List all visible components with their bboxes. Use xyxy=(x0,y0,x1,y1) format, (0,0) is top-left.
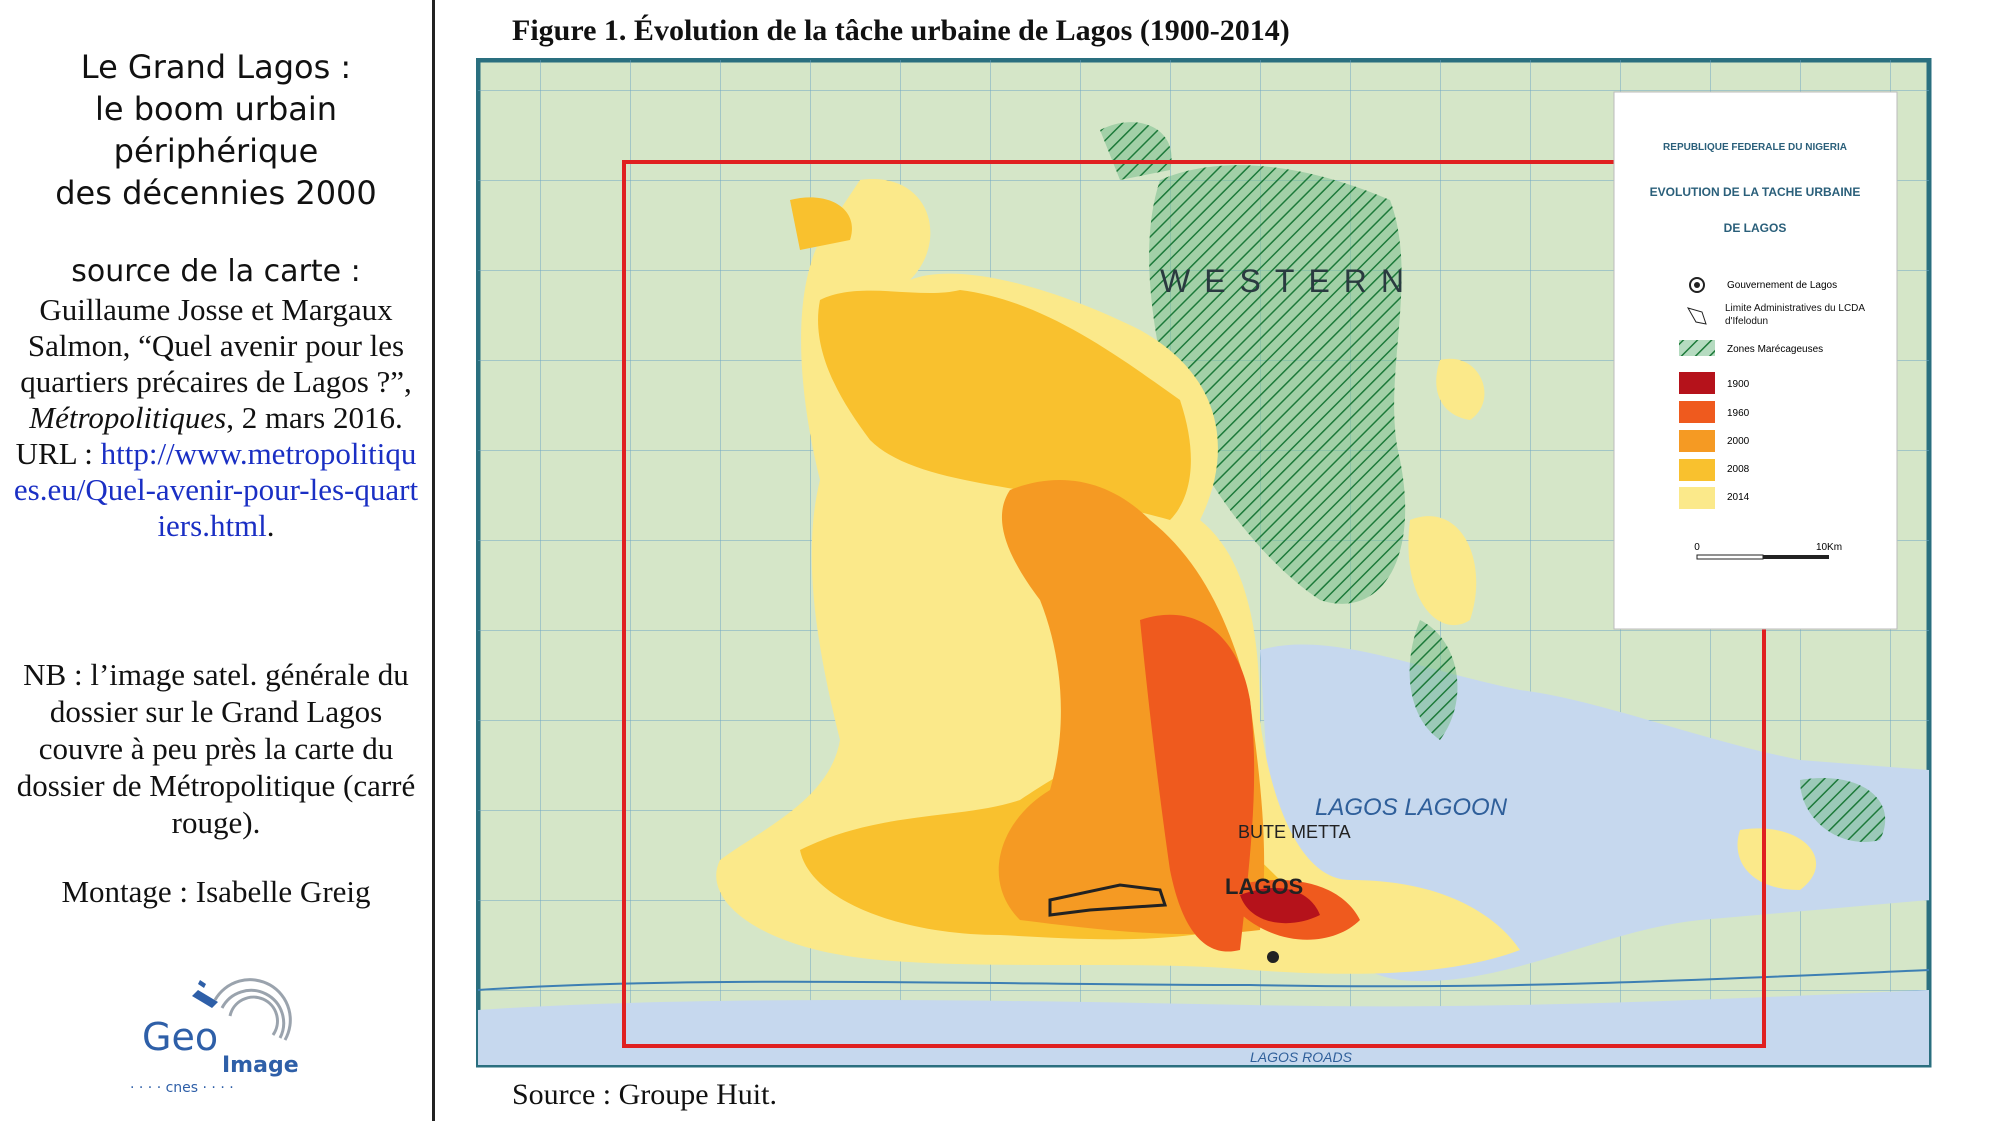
scale-label: 10Km xyxy=(1816,542,1842,553)
logo-cnes: · · · · cnes · · · · xyxy=(130,1080,234,1096)
marsh xyxy=(1409,620,1458,740)
urban-2008 xyxy=(818,290,1191,520)
legend: REPUBLIQUE FEDERALE DU NIGERIA EVOLUTION… xyxy=(1613,91,1898,630)
left-panel: Le Grand Lagos : le boom urbain périphér… xyxy=(0,0,432,1121)
marsh xyxy=(1100,122,1172,180)
title-line: Le Grand Lagos : xyxy=(80,48,352,86)
legend-swatch xyxy=(1679,487,1715,509)
source-label: source de la carte : xyxy=(71,254,361,289)
legend-swatch xyxy=(1679,340,1715,356)
note: NB : l’image satel. générale du dossier … xyxy=(16,657,416,840)
map-label: LAGOS LAGOON xyxy=(1315,794,1508,821)
urban-1900 xyxy=(1240,887,1320,924)
legend-item: 2008 xyxy=(1727,464,1750,475)
citation-text: , 2 mars 2016. URL : xyxy=(15,400,403,471)
divider xyxy=(432,0,435,1121)
map-label: LAGOS ROADS xyxy=(1250,1049,1353,1065)
urban-2014 xyxy=(1408,358,1817,890)
citation-text: Guillaume Josse et Margaux Salmon, “Quel… xyxy=(20,292,412,399)
scale-bar xyxy=(1763,555,1829,559)
citation-text: . xyxy=(266,508,275,543)
legend-box xyxy=(1613,91,1898,630)
legend-swatch xyxy=(1686,307,1707,325)
title-line: le boom urbain xyxy=(94,90,338,128)
legend-swatch xyxy=(1679,401,1715,423)
logo-geo: Geo xyxy=(142,1015,218,1059)
logo-image: Image xyxy=(222,1053,299,1078)
map: WESTERN LAGOS LAGOON BUTE METTA LAGOS LA… xyxy=(476,58,1932,1068)
legend-swatch xyxy=(1679,459,1715,481)
url-link[interactable]: http://www.metropolitiques.eu/Quel-aveni… xyxy=(13,436,419,543)
legend-swatch xyxy=(1694,282,1700,288)
legend-item: 1900 xyxy=(1727,379,1750,390)
map-label: BUTE METTA xyxy=(1238,822,1351,842)
map-label: WESTERN xyxy=(1160,263,1418,299)
legend-swatch xyxy=(1689,277,1705,293)
legend-item: Zones Marécageuses xyxy=(1727,344,1823,355)
legend-title: EVOLUTION DE LA TACHE URBAINE xyxy=(1650,185,1861,199)
coastline xyxy=(477,969,1930,991)
legend-swatch xyxy=(1679,372,1715,394)
figure-title: Figure 1. Évolution de la tâche urbaine … xyxy=(512,14,1290,47)
lcda-boundary xyxy=(1048,883,1168,917)
title-line: périphérique xyxy=(113,132,319,170)
legend-item: 2000 xyxy=(1727,436,1750,447)
marsh xyxy=(1149,165,1406,604)
credit: Montage : Isabelle Greig xyxy=(61,874,371,909)
marsh xyxy=(1800,778,1886,842)
legend-title: DE LAGOS xyxy=(1724,221,1787,235)
legend-item: 2014 xyxy=(1727,492,1750,503)
logo: Geo Image · · · · cnes · · · · xyxy=(130,978,299,1096)
title-line: des décennies 2000 xyxy=(55,174,377,212)
legend-item: Gouvernement de Lagos xyxy=(1727,280,1837,291)
urban-2008 xyxy=(790,197,852,250)
scale-label: 0 xyxy=(1694,542,1700,553)
legend-item-wrap: Limite Administratives du LCDA d'Ifelodu… xyxy=(1725,303,1865,327)
map-label: LAGOS xyxy=(1225,874,1303,899)
government-marker xyxy=(1267,951,1279,963)
figure-source: Source : Groupe Huit. xyxy=(512,1078,777,1111)
satellite-icon xyxy=(192,980,218,1008)
legend-swatch xyxy=(1679,430,1715,452)
citation: source de la carte : Guillaume Josse et … xyxy=(10,254,422,544)
journal: Métropolitiques xyxy=(29,400,227,435)
legend-header: REPUBLIQUE FEDERALE DU NIGERIA xyxy=(1663,142,1847,153)
legend-item: Limite Administratives du LCDA d'Ifelodu… xyxy=(1725,303,1865,327)
legend-item: 1960 xyxy=(1727,408,1750,419)
urban-1960 xyxy=(1140,614,1360,952)
panel-title: Le Grand Lagos : le boom urbain périphér… xyxy=(0,46,432,214)
